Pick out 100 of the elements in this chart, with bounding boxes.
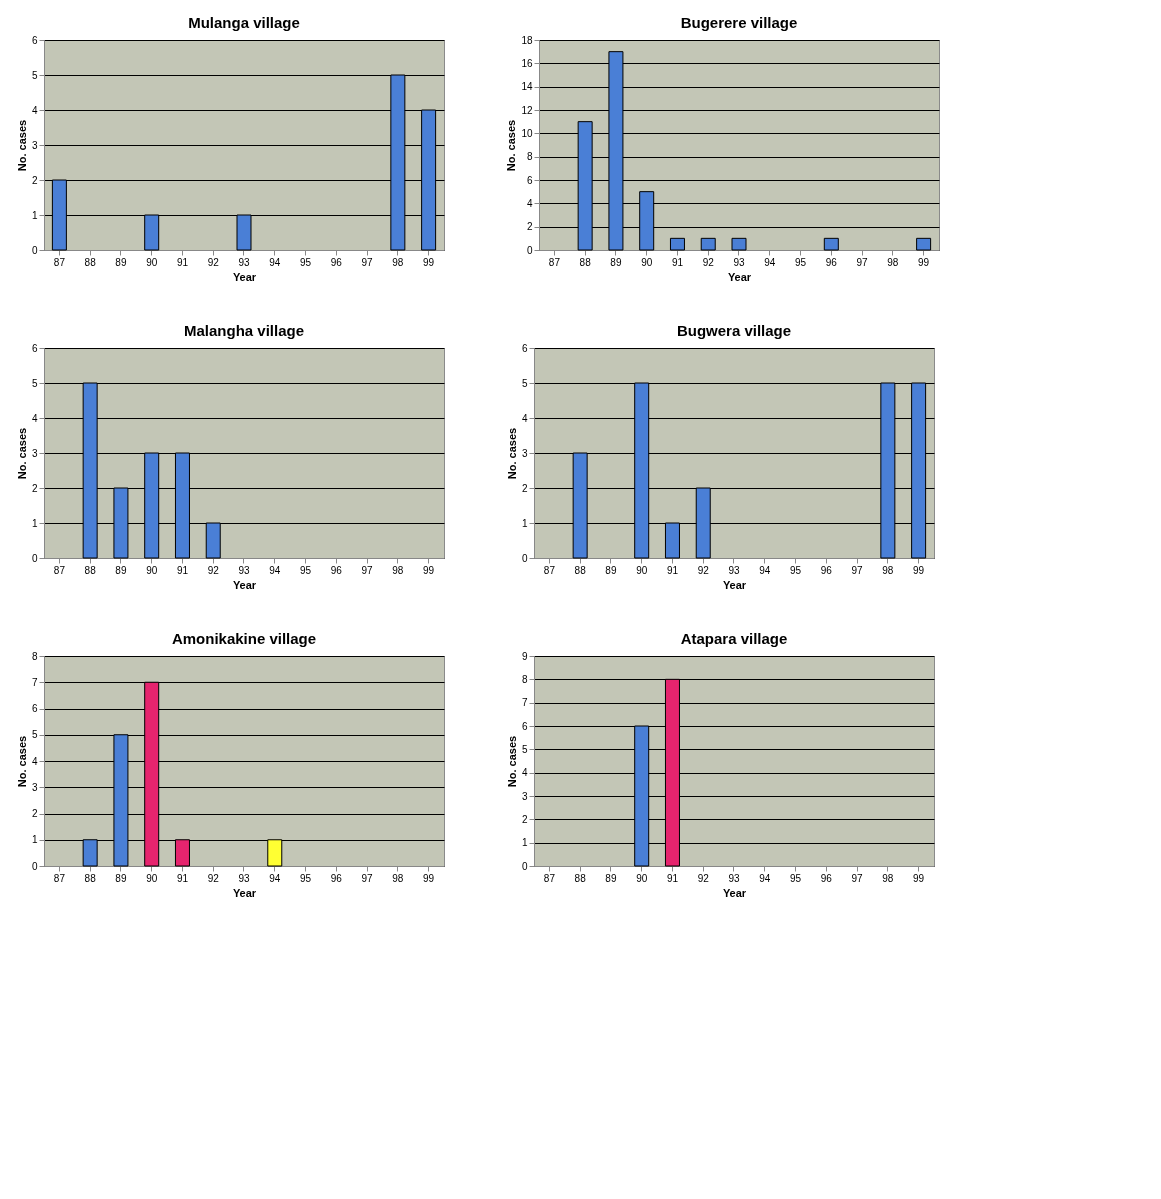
- x-tick-label: 99: [918, 256, 930, 268]
- y-tick-label: 6: [526, 174, 533, 186]
- x-axis-title: Year: [232, 270, 257, 283]
- y-tick-label: 2: [31, 808, 38, 819]
- x-tick-label: 90: [146, 872, 158, 884]
- x-tick-label: 90: [146, 564, 158, 576]
- chart-title: Atapara village: [680, 630, 788, 647]
- x-tick-label: 93: [733, 256, 745, 268]
- x-tick-label: 89: [605, 872, 617, 884]
- y-tick-label: 1: [31, 834, 38, 846]
- y-tick-label: 8: [521, 673, 528, 685]
- y-tick-label: 4: [521, 412, 528, 424]
- x-tick-label: 95: [299, 872, 312, 884]
- x-tick-label: 99: [913, 564, 925, 576]
- y-tick-label: 3: [31, 781, 38, 793]
- x-tick-label: 94: [764, 256, 776, 268]
- bar: [823, 237, 839, 251]
- x-tick-label: 89: [115, 872, 127, 884]
- y-tick-label: 1: [521, 517, 528, 529]
- x-tick-label: 92: [702, 256, 715, 268]
- x-tick-label: 97: [851, 564, 864, 576]
- x-tick-label: 90: [636, 872, 648, 884]
- y-tick-label: 2: [31, 174, 38, 186]
- y-tick-label: 5: [31, 729, 38, 741]
- y-tick-label: 3: [521, 790, 528, 802]
- y-tick-label: 7: [31, 676, 38, 688]
- y-axis-title: No. cases: [505, 427, 518, 480]
- x-tick-label: 96: [330, 564, 343, 576]
- bar: [731, 237, 747, 251]
- y-tick-label: 6: [521, 720, 528, 732]
- y-tick-label: 5: [521, 743, 528, 755]
- y-tick-label: 1: [31, 209, 38, 221]
- x-tick-label: 97: [856, 256, 869, 268]
- y-tick-label: 18: [521, 34, 533, 46]
- x-tick-label: 89: [115, 564, 127, 576]
- x-tick-label: 96: [820, 564, 833, 576]
- x-tick-label: 93: [238, 872, 250, 884]
- x-tick-label: 89: [115, 256, 127, 268]
- y-tick-label: 3: [521, 447, 528, 459]
- x-axis-title: Year: [722, 578, 747, 591]
- y-tick-label: 1: [31, 517, 38, 529]
- x-tick-label: 95: [789, 872, 802, 884]
- y-tick-label: 5: [31, 377, 38, 389]
- y-tick-label: 14: [521, 81, 533, 93]
- x-tick-label: 98: [392, 564, 404, 576]
- x-tick-label: 91: [666, 564, 679, 576]
- y-tick-label: 4: [31, 755, 38, 767]
- y-tick-label: 8: [31, 650, 38, 662]
- y-tick-label: 8: [526, 151, 533, 163]
- x-tick-label: 92: [697, 872, 710, 884]
- y-tick-label: 10: [521, 127, 533, 139]
- x-tick-label: 93: [238, 256, 250, 268]
- x-tick-label: 96: [825, 256, 838, 268]
- x-tick-label: 87: [53, 872, 66, 884]
- x-tick-label: 98: [392, 256, 404, 268]
- x-tick-label: 87: [53, 564, 66, 576]
- y-tick-label: 6: [31, 703, 38, 714]
- x-tick-label: 90: [636, 564, 648, 576]
- y-axis-title: No. cases: [505, 735, 518, 788]
- y-tick-label: 6: [31, 34, 38, 46]
- x-tick-label: 87: [548, 256, 561, 268]
- x-tick-label: 97: [361, 564, 374, 576]
- x-tick-label: 94: [269, 872, 281, 884]
- chart-title: Bugerere village: [680, 14, 798, 31]
- x-tick-label: 91: [671, 256, 684, 268]
- x-tick-label: 88: [574, 872, 587, 884]
- y-tick-label: 4: [31, 104, 38, 116]
- x-tick-label: 98: [882, 872, 894, 884]
- x-tick-label: 88: [84, 256, 97, 268]
- y-tick-label: 0: [521, 860, 528, 872]
- x-tick-label: 95: [789, 564, 802, 576]
- y-tick-label: 3: [31, 139, 38, 151]
- x-tick-label: 99: [423, 564, 435, 576]
- x-tick-label: 95: [299, 256, 312, 268]
- x-axis-title: Year: [722, 886, 747, 899]
- x-tick-label: 87: [53, 256, 66, 268]
- bar: [916, 237, 932, 251]
- x-tick-label: 91: [176, 872, 189, 884]
- y-tick-label: 0: [526, 244, 533, 256]
- x-tick-label: 95: [299, 564, 312, 576]
- x-tick-label: 97: [361, 872, 374, 884]
- x-tick-label: 91: [176, 256, 189, 268]
- x-tick-label: 88: [84, 564, 97, 576]
- x-tick-label: 93: [728, 564, 740, 576]
- y-axis-title: No. cases: [15, 427, 28, 480]
- x-tick-label: 87: [543, 564, 556, 576]
- y-tick-label: 2: [521, 813, 528, 825]
- y-tick-label: 2: [521, 482, 528, 494]
- y-tick-label: 0: [31, 244, 38, 256]
- x-tick-label: 92: [207, 872, 220, 884]
- x-tick-label: 99: [423, 872, 435, 884]
- x-tick-label: 88: [84, 872, 97, 884]
- x-tick-label: 94: [759, 564, 771, 576]
- bar: [700, 237, 716, 251]
- y-tick-label: 2: [526, 221, 533, 233]
- x-axis-title: Year: [232, 578, 257, 591]
- y-tick-label: 16: [521, 57, 533, 69]
- y-axis-title: No. cases: [15, 119, 28, 172]
- y-tick-label: 6: [521, 342, 528, 354]
- y-tick-label: 5: [31, 69, 38, 81]
